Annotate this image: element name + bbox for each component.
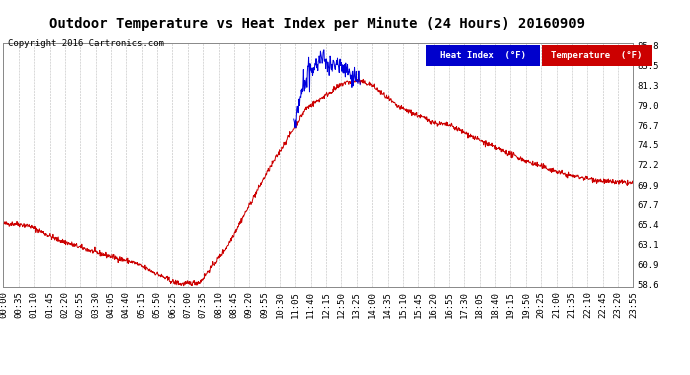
Text: Temperature  (°F): Temperature (°F)	[551, 51, 642, 60]
Text: Heat Index  (°F): Heat Index (°F)	[440, 51, 526, 60]
Text: Outdoor Temperature vs Heat Index per Minute (24 Hours) 20160909: Outdoor Temperature vs Heat Index per Mi…	[50, 17, 585, 31]
Text: Copyright 2016 Cartronics.com: Copyright 2016 Cartronics.com	[8, 39, 164, 48]
